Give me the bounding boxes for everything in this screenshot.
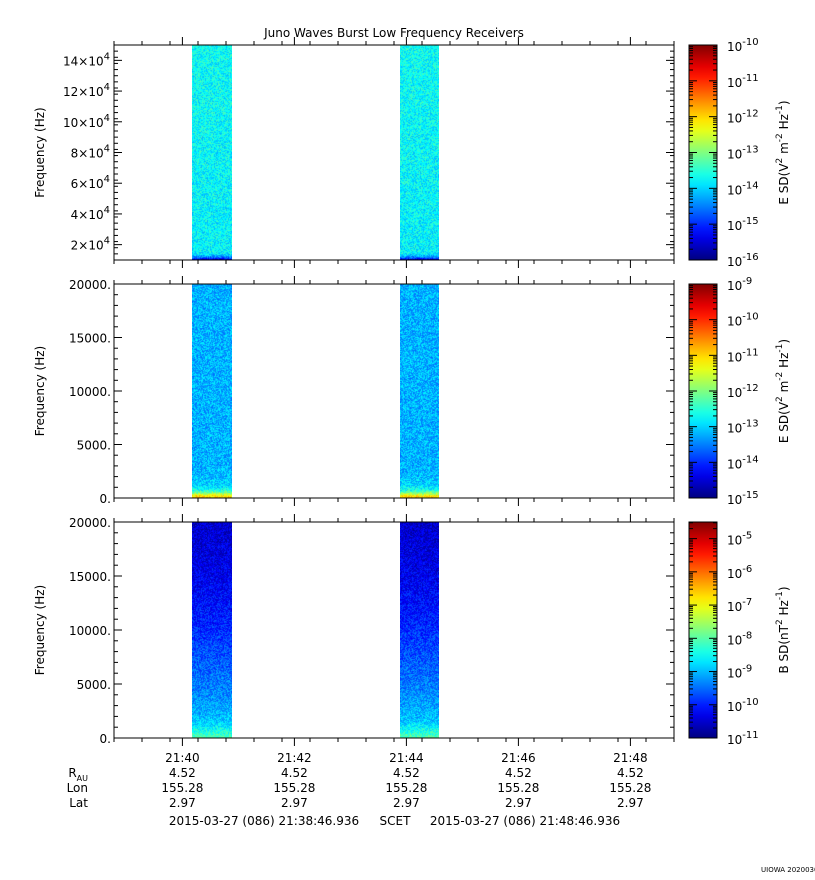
ephemeris-row-label: Lat bbox=[69, 796, 88, 810]
colorbar-tick-label: 10-14 bbox=[727, 180, 759, 197]
x-tick-label: 21:46 bbox=[501, 751, 536, 765]
ephemeris-value: 4.52 bbox=[169, 766, 196, 780]
y-tick-label: 14×104 bbox=[63, 51, 110, 68]
ephemeris-value: 155.28 bbox=[273, 781, 315, 795]
y-tick-label: 4×104 bbox=[71, 205, 110, 222]
colorbar-tick-label: 10-10 bbox=[727, 312, 759, 329]
colorbar-tick-label: 10-16 bbox=[727, 252, 759, 269]
y-axis-label: Frequency (Hz) bbox=[33, 346, 47, 437]
time-range-end: 2015-03-27 (086) 21:48:46.936 bbox=[430, 814, 620, 828]
y-tick-label: 0. bbox=[100, 492, 111, 506]
y-axis-label: Frequency (Hz) bbox=[33, 107, 47, 198]
panel-3: 0. 5000. 10000. 15000. 20000. Frequency (Hz) 1… bbox=[33, 514, 791, 747]
colorbar-tick-label: 10-9 bbox=[727, 664, 752, 681]
y-axis-label: Frequency (Hz) bbox=[33, 585, 47, 676]
colorbar-tick-label: 10-6 bbox=[727, 564, 752, 581]
burst-1-1 bbox=[192, 45, 232, 260]
x-tick-label: 21:48 bbox=[613, 751, 648, 765]
ephemeris-value: 2.97 bbox=[505, 796, 532, 810]
colorbar-tick-label: 10-7 bbox=[727, 597, 752, 614]
ephemeris-row-label: RAU bbox=[68, 766, 88, 783]
ephemeris-value: 2.97 bbox=[393, 796, 420, 810]
chart-title: Juno Waves Burst Low Frequency Receivers bbox=[263, 26, 524, 40]
ephemeris-value: 2.97 bbox=[281, 796, 308, 810]
colorbar-tick-label: 10-14 bbox=[727, 454, 759, 471]
x-tick-label: 21:44 bbox=[389, 751, 424, 765]
panel-1: 2×104 4×104 6×104 8×104 10×104 12×104 14×104 Fr… bbox=[33, 37, 791, 269]
y-tick-label: 12×104 bbox=[63, 82, 110, 99]
colorbar-tick-label: 10-10 bbox=[727, 37, 759, 54]
ephemeris-table: 21:40 21:42 21:44 21:46 21:48 RAU 4.52 4.52 4.52… bbox=[67, 751, 652, 810]
ephemeris-value: 4.52 bbox=[281, 766, 308, 780]
ephemeris-row-label: Lon bbox=[67, 781, 88, 795]
burst-2-1 bbox=[192, 284, 232, 498]
ephemeris-value: 4.52 bbox=[393, 766, 420, 780]
colorbar-tick-label: 10-8 bbox=[727, 630, 752, 647]
colorbar-tick-label: 10-11 bbox=[727, 730, 759, 747]
y-tick-label: 20000. bbox=[69, 278, 111, 292]
colorbar-tick-label: 10-13 bbox=[727, 419, 759, 436]
ephemeris-value: 155.28 bbox=[497, 781, 539, 795]
colorbar-tick-label: 10-10 bbox=[727, 697, 759, 714]
burst-3-2 bbox=[400, 522, 439, 738]
colorbar-tick-label: 10-13 bbox=[727, 145, 759, 162]
panel-2: 0. 5000. 10000. 15000. 20000. Frequency (Hz) 1… bbox=[33, 276, 791, 507]
burst-3-1 bbox=[192, 522, 232, 738]
y-tick-label: 10×104 bbox=[63, 113, 110, 130]
colorbar-tick-label: 10-9 bbox=[727, 276, 752, 293]
burst-1-2 bbox=[400, 45, 439, 260]
footer-stamp: UIOWA 20200307 bbox=[761, 866, 815, 874]
y-tick-label: 5000. bbox=[77, 439, 111, 453]
x-tick-label: 21:42 bbox=[277, 751, 312, 765]
y-tick-label: 15000. bbox=[69, 570, 111, 584]
colorbar-tick-label: 10-11 bbox=[727, 347, 759, 364]
ephemeris-value: 155.28 bbox=[161, 781, 203, 795]
y-tick-label: 8×104 bbox=[71, 144, 110, 161]
y-tick-label: 5000. bbox=[77, 678, 111, 692]
colorbar-tick-label: 10-15 bbox=[727, 490, 759, 507]
ephemeris-value: 2.97 bbox=[617, 796, 644, 810]
time-system-label: SCET bbox=[380, 814, 412, 828]
time-range-start: 2015-03-27 (086) 21:38:46.936 bbox=[169, 814, 359, 828]
y-tick-label: 10000. bbox=[69, 624, 111, 638]
ephemeris-value: 4.52 bbox=[505, 766, 532, 780]
colorbar-tick-label: 10-11 bbox=[727, 73, 759, 90]
y-tick-label: 15000. bbox=[69, 332, 111, 346]
colorbar-tick-label: 10-5 bbox=[727, 531, 752, 548]
ephemeris-value: 155.28 bbox=[609, 781, 651, 795]
colorbar-tick-label: 10-12 bbox=[727, 383, 759, 400]
ephemeris-value: 2.97 bbox=[169, 796, 196, 810]
colorbar-label: E SD(V2 m-2 Hz-1) bbox=[775, 339, 791, 443]
y-tick-label: 0. bbox=[100, 732, 111, 746]
ephemeris-value: 155.28 bbox=[385, 781, 427, 795]
ephemeris-value: 4.52 bbox=[617, 766, 644, 780]
y-tick-label: 10000. bbox=[69, 385, 111, 399]
x-tick-label: 21:40 bbox=[165, 751, 200, 765]
colorbar-tick-label: 10-12 bbox=[727, 109, 759, 126]
y-tick-label: 6×104 bbox=[71, 174, 110, 191]
panels: 2×104 4×104 6×104 8×104 10×104 12×104 14×104 Fr… bbox=[33, 37, 791, 747]
y-tick-label: 20000. bbox=[69, 516, 111, 530]
y-tick-label: 2×104 bbox=[71, 236, 110, 253]
colorbar-label: E SD(V2 m-2 Hz-1) bbox=[775, 100, 791, 204]
burst-2-2 bbox=[400, 284, 439, 498]
colorbar-label: B SD(nT2 Hz-1) bbox=[775, 586, 791, 673]
colorbar bbox=[688, 521, 718, 739]
colorbar-tick-label: 10-15 bbox=[727, 216, 759, 233]
